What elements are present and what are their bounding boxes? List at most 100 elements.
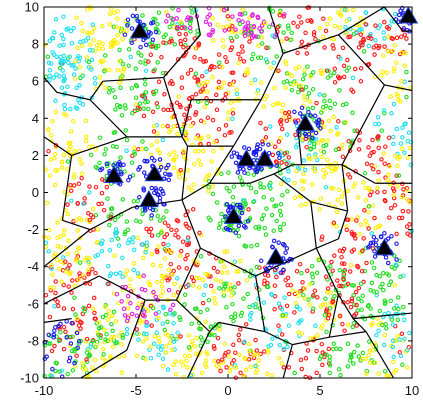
user-point [296, 330, 301, 335]
user-point [278, 213, 284, 218]
user-point [384, 326, 389, 331]
user-point [284, 161, 289, 167]
user-point [318, 126, 323, 131]
user-point [156, 244, 161, 249]
user-point [218, 279, 223, 284]
cell-boundary [61, 155, 73, 221]
user-point [175, 330, 180, 335]
user-point [233, 365, 239, 370]
user-point [282, 151, 288, 156]
user-point [388, 205, 394, 211]
user-point [363, 198, 369, 203]
user-point [88, 344, 93, 350]
user-point [242, 339, 247, 345]
point-cluster [42, 32, 80, 91]
user-point [334, 346, 339, 352]
user-point [151, 129, 157, 134]
user-point [266, 142, 271, 147]
user-point [186, 333, 192, 338]
user-point [339, 283, 344, 289]
user-point [332, 101, 338, 107]
user-point [110, 88, 116, 93]
user-point [194, 335, 199, 341]
user-point [275, 24, 281, 30]
user-point [53, 109, 59, 115]
user-point [345, 322, 351, 328]
user-point [172, 42, 178, 47]
user-point [216, 79, 222, 85]
user-point [115, 8, 120, 14]
user-point [81, 273, 86, 278]
user-point [349, 140, 354, 145]
user-point [92, 81, 98, 86]
user-point [331, 114, 336, 120]
user-point [276, 240, 281, 245]
user-point [87, 217, 92, 223]
user-point [60, 68, 65, 73]
user-point [369, 260, 375, 265]
user-point [189, 321, 194, 326]
x-axis: -10 -5 0 5 10 [35, 7, 419, 398]
user-point [125, 23, 130, 28]
cell-boundary [273, 164, 293, 175]
x-tick-label: 10 [405, 383, 419, 398]
user-point [368, 306, 373, 311]
user-point [394, 303, 399, 309]
user-point [47, 68, 53, 73]
user-point [256, 43, 261, 48]
user-point [68, 28, 74, 34]
user-point [185, 238, 190, 243]
user-point [156, 352, 161, 358]
user-point [267, 24, 272, 30]
user-point [309, 263, 315, 269]
user-point [196, 148, 201, 154]
user-point [61, 232, 66, 238]
point-cluster [247, 292, 304, 353]
user-point [322, 93, 327, 98]
user-point [122, 231, 128, 237]
user-point [277, 342, 283, 348]
user-point [218, 221, 223, 226]
user-point [229, 45, 235, 50]
user-point [65, 167, 70, 172]
user-point [62, 106, 68, 112]
user-point [151, 341, 157, 347]
user-point [277, 12, 283, 18]
user-point [182, 112, 187, 118]
user-point [141, 170, 147, 175]
user-point [184, 17, 190, 23]
user-point [56, 338, 62, 344]
user-point [245, 67, 251, 72]
point-cluster [65, 175, 114, 233]
base-station-marker [374, 238, 395, 256]
user-point [243, 29, 248, 35]
user-point [84, 336, 90, 342]
user-point [338, 346, 343, 352]
base-station-marker [398, 6, 419, 24]
user-point [137, 219, 143, 224]
user-point [391, 195, 397, 201]
user-point [204, 69, 209, 75]
user-point [115, 33, 120, 38]
user-point [129, 311, 135, 317]
user-point [67, 271, 73, 277]
user-point [165, 123, 170, 129]
user-point [258, 80, 264, 86]
user-point [154, 101, 160, 106]
user-point [402, 32, 408, 37]
user-point [279, 108, 285, 114]
user-point [283, 85, 288, 90]
user-point [281, 176, 287, 181]
user-point [319, 110, 324, 115]
user-point [121, 162, 126, 168]
user-point [219, 259, 225, 264]
user-point [324, 68, 330, 74]
user-point [74, 250, 79, 255]
base-station-marker [223, 206, 244, 224]
user-point [198, 118, 204, 124]
user-point [247, 15, 252, 20]
user-point [336, 187, 342, 193]
user-point [279, 39, 284, 44]
user-point [276, 323, 281, 328]
user-point [269, 373, 275, 379]
